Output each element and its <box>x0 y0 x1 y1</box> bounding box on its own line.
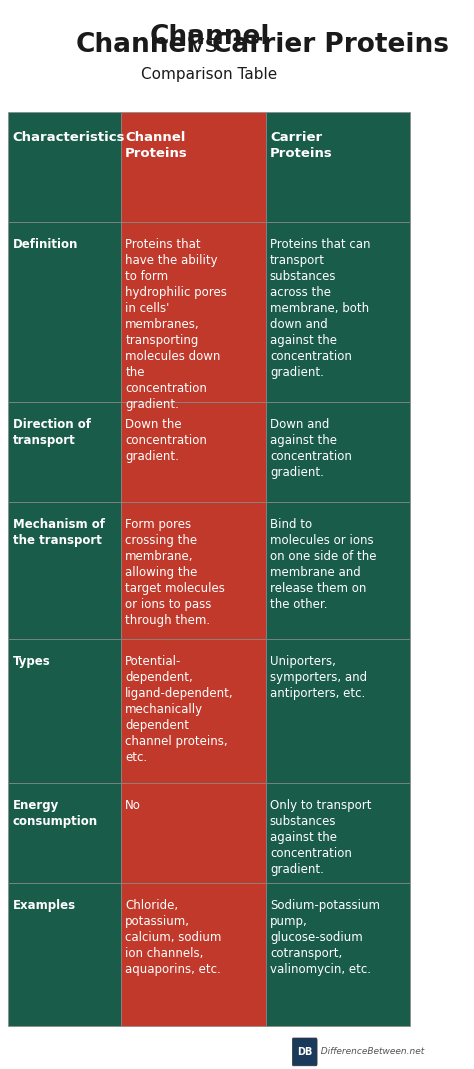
Bar <box>266 883 410 1026</box>
Text: Channel
Proteins: Channel Proteins <box>125 131 188 160</box>
Text: Examples: Examples <box>13 899 76 912</box>
Text: Carrier Proteins: Carrier Proteins <box>211 32 448 58</box>
FancyBboxPatch shape <box>292 1038 317 1066</box>
Text: Characteristics: Characteristics <box>13 131 125 144</box>
Text: Channel vs Carrier Proteins: Channel vs Carrier Proteins <box>200 40 219 42</box>
Text: Carrier
Proteins: Carrier Proteins <box>270 131 333 160</box>
Text: Energy
consumption: Energy consumption <box>13 799 98 827</box>
Bar <box>9 402 121 502</box>
Text: Sodium-potassium
pump,
glucose-sodium
cotransport,
valinomycin, etc.: Sodium-potassium pump, glucose-sodium co… <box>270 899 380 976</box>
Text: Types: Types <box>13 655 50 668</box>
Bar <box>9 221 121 402</box>
Bar <box>121 112 266 221</box>
Bar <box>121 221 266 402</box>
Bar <box>121 883 266 1026</box>
Text: Potential-
dependent,
ligand-dependent,
mechanically
dependent
channel proteins,: Potential- dependent, ligand-dependent, … <box>125 655 234 764</box>
Bar <box>266 402 410 502</box>
Text: Down the
concentration
gradient.: Down the concentration gradient. <box>125 418 207 463</box>
Bar <box>266 112 410 221</box>
Bar <box>266 221 410 402</box>
Text: Down and
against the
concentration
gradient.: Down and against the concentration gradi… <box>270 418 352 479</box>
Bar <box>9 112 121 221</box>
Text: Direction of
transport: Direction of transport <box>13 418 91 447</box>
Text: No: No <box>125 799 141 811</box>
Text: Bind to
molecules or ions
on one side of the
membrane and
release them on
the ot: Bind to molecules or ions on one side of… <box>270 518 376 611</box>
Text: Proteins that can
transport
substances
across the
membrane, both
down and
agains: Proteins that can transport substances a… <box>270 237 370 378</box>
Bar <box>9 502 121 639</box>
Text: Uniporters,
symporters, and
antiporters, etc.: Uniporters, symporters, and antiporters,… <box>270 655 367 700</box>
Text: Form pores
crossing the
membrane,
allowing the
target molecules
or ions to pass
: Form pores crossing the membrane, allowi… <box>125 518 225 628</box>
Bar <box>121 502 266 639</box>
Bar <box>266 502 410 639</box>
Text: Comparison Table: Comparison Table <box>141 67 278 82</box>
Bar <box>121 639 266 783</box>
Text: Channel: Channel <box>149 25 270 50</box>
Bar <box>9 639 121 783</box>
Text: Chloride,
potassium,
calcium, sodium
ion channels,
aquaporins, etc.: Chloride, potassium, calcium, sodium ion… <box>125 899 221 976</box>
Text: DB: DB <box>297 1047 312 1057</box>
Bar <box>266 783 410 883</box>
Bar <box>121 783 266 883</box>
Text: Only to transport
substances
against the
concentration
gradient.: Only to transport substances against the… <box>270 799 372 876</box>
Bar <box>9 883 121 1026</box>
Text: DB  DifferenceBetween.net: DB DifferenceBetween.net <box>301 1048 424 1056</box>
Text: Channel: Channel <box>75 32 196 58</box>
Bar <box>9 783 121 883</box>
Bar <box>266 639 410 783</box>
Text: Proteins that
have the ability
to form
hydrophilic pores
in cells'
membranes,
tr: Proteins that have the ability to form h… <box>125 237 227 410</box>
Text: vs: vs <box>182 33 226 57</box>
Text: Mechanism of
the transport: Mechanism of the transport <box>13 518 105 547</box>
Text: Definition: Definition <box>13 237 78 250</box>
Bar <box>121 402 266 502</box>
